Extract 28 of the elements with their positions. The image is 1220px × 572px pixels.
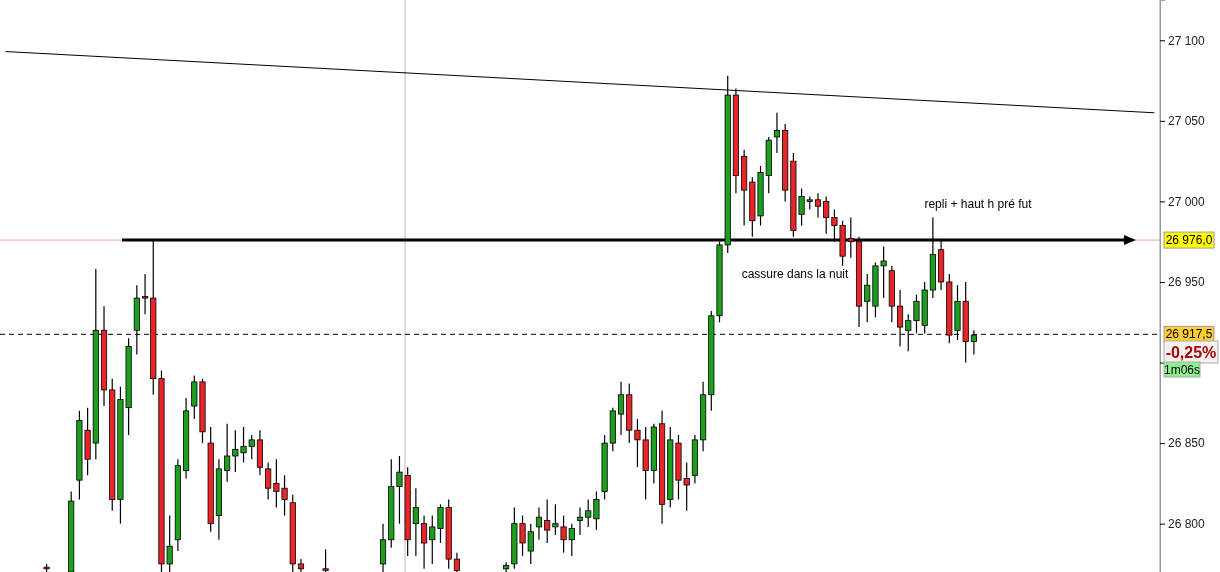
text: 1m06s (1163, 363, 1201, 377)
candlestick (141, 273, 149, 315)
ref-line-label: 26 976,0 (1165, 233, 1213, 248)
candlestick (297, 558, 305, 572)
candlestick (421, 515, 428, 570)
candlestick (773, 112, 781, 154)
candlestick (224, 423, 231, 483)
candlestick (503, 561, 510, 572)
candlestick (412, 487, 419, 557)
candlestick (453, 552, 460, 572)
y-tick-label: 27 000 (1168, 194, 1206, 209)
candlestick (535, 506, 543, 541)
y-tick-label: 26 850 (1168, 436, 1206, 451)
y-tick-label: 26 950 (1168, 275, 1206, 290)
ref-line-label: 26 917,5 (1165, 327, 1213, 342)
y-tick-label: 27 050 (1168, 114, 1206, 129)
annotation: repli + haut h pré fut (924, 197, 1033, 211)
candlestick (576, 506, 584, 536)
y-tick-label: 27 100 (1168, 33, 1206, 48)
y-tick-label: 26 800 (1168, 517, 1206, 531)
candlestick (814, 192, 822, 219)
text: -0,25% (1165, 344, 1217, 361)
candlestick (617, 381, 625, 436)
annotation: cassure dans la nuit (741, 267, 850, 281)
candlestick (265, 461, 272, 501)
candlestick (970, 329, 977, 356)
candlestick (544, 498, 551, 544)
candlestick (322, 548, 329, 572)
